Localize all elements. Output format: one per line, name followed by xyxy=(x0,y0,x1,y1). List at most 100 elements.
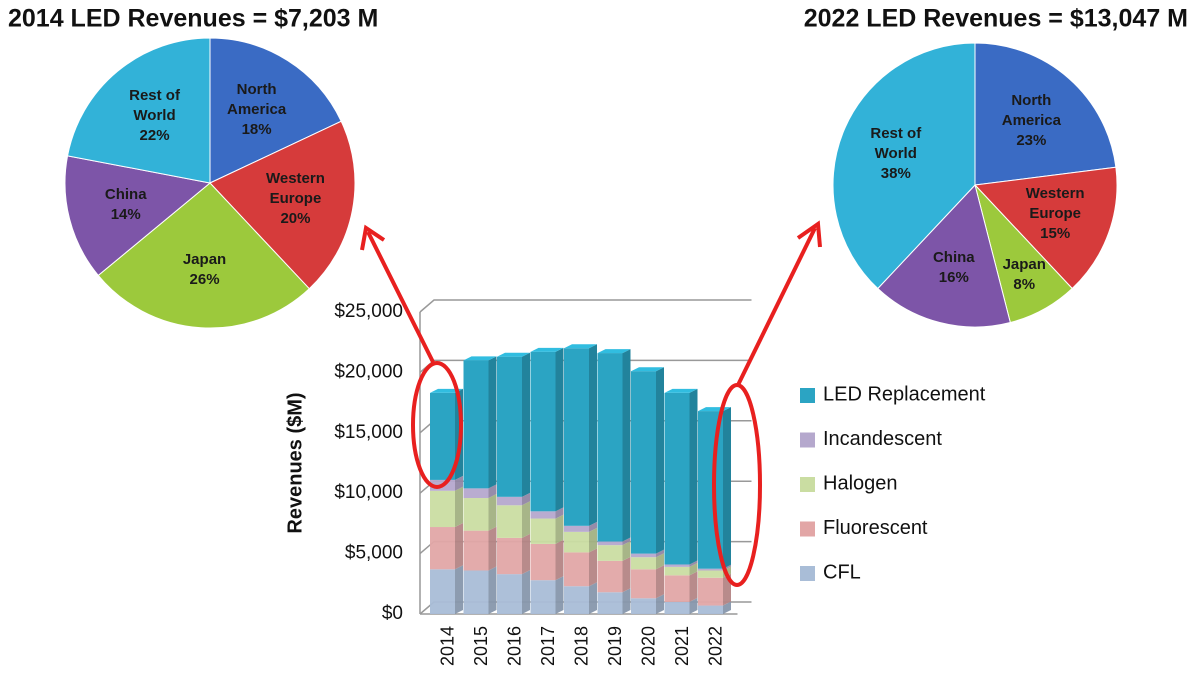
bar-segment xyxy=(631,598,656,614)
pie-slice xyxy=(209,37,342,184)
bar-segment xyxy=(597,541,623,546)
slice-label: China 16% xyxy=(912,248,996,288)
bar-side xyxy=(589,521,597,532)
slice-value: 16% xyxy=(938,268,969,286)
bar-side xyxy=(656,549,664,558)
bar-side xyxy=(522,570,530,614)
bar-segment xyxy=(631,553,656,558)
bar-side xyxy=(656,553,664,570)
slice-value: 15% xyxy=(1040,224,1071,242)
bar-side xyxy=(689,388,698,565)
bar-side xyxy=(689,560,698,567)
bar-side xyxy=(622,537,631,546)
annotations xyxy=(360,220,822,587)
slice-label: North America 18% xyxy=(215,80,299,140)
legend-swatch xyxy=(800,432,815,448)
bar-segment xyxy=(631,557,656,570)
x-tick-label: 2018 xyxy=(571,626,591,666)
slice-category: Rest of World xyxy=(870,124,922,162)
bar-segment xyxy=(430,490,455,528)
bar-side xyxy=(622,349,631,542)
bar-side xyxy=(589,582,597,614)
grid-line xyxy=(419,299,752,313)
bar-segment xyxy=(564,586,589,614)
bar-side xyxy=(656,565,664,599)
bar-side xyxy=(488,494,497,531)
bar-segment xyxy=(530,511,556,519)
x-tick-label: 2017 xyxy=(538,626,558,666)
bar-side xyxy=(522,533,530,575)
x-tick-label: 2019 xyxy=(605,626,625,666)
bar-side xyxy=(488,484,497,499)
legend-swatch xyxy=(800,521,815,537)
pie-slice xyxy=(832,42,976,290)
legend-swatch xyxy=(800,566,815,581)
pie-slice xyxy=(877,183,1011,328)
bar-segment xyxy=(497,537,522,575)
highlight-ellipse xyxy=(411,361,463,489)
bar-segment xyxy=(463,530,489,571)
bar-side xyxy=(689,562,698,576)
bar-segment xyxy=(530,351,556,512)
pie-slice xyxy=(64,155,212,277)
y-tick-label: $25,000 xyxy=(334,301,403,322)
bar-segment xyxy=(664,392,690,565)
bar-segment xyxy=(497,496,522,506)
bar-segment xyxy=(430,527,455,570)
slice-category: China xyxy=(932,248,975,266)
bar-segment xyxy=(698,570,723,578)
bar-side xyxy=(589,344,597,526)
slice-category: North America xyxy=(227,80,287,118)
x-tick-label: 2014 xyxy=(437,626,457,666)
bar-side xyxy=(455,565,463,614)
bar-segment xyxy=(664,601,690,614)
bar-side xyxy=(455,523,463,570)
slice-category: Rest of World xyxy=(129,86,180,124)
pie-slice xyxy=(974,42,1117,186)
slice-label: North America 23% xyxy=(989,91,1073,151)
bar-side xyxy=(689,597,698,614)
bar-segment xyxy=(463,570,489,614)
bar-top xyxy=(463,356,497,361)
bar-chart: $0 $5,000 $10,000 $15,000 $20,000 $25,000 2014… xyxy=(334,299,986,666)
bar-segment xyxy=(530,580,556,614)
bar-side xyxy=(522,501,530,538)
legend-label: Fluorescent xyxy=(823,517,928,539)
pie-slice xyxy=(209,120,356,290)
x-tick-label: 2016 xyxy=(504,626,524,666)
bar-segment xyxy=(564,552,589,587)
bar-side xyxy=(555,507,564,519)
slice-value: 18% xyxy=(241,120,272,138)
slice-category: Japan xyxy=(182,250,227,268)
bar-side xyxy=(522,492,530,506)
legend-label: Halogen xyxy=(823,472,898,494)
slice-value: 26% xyxy=(189,270,220,288)
bar-side xyxy=(455,475,463,491)
bar-segment xyxy=(463,498,489,531)
bar-segment xyxy=(530,543,556,581)
bar-top xyxy=(497,352,530,357)
y-tick-label: $0 xyxy=(382,603,403,624)
y-tick-label: $15,000 xyxy=(334,422,403,443)
arrow-head xyxy=(360,224,386,251)
bar-side xyxy=(656,594,664,614)
slice-label: Japan 26% xyxy=(163,250,247,290)
highlight-ellipse xyxy=(712,383,762,587)
bar-side xyxy=(589,527,597,553)
x-tick-label: 2022 xyxy=(705,626,725,666)
bar-segment xyxy=(597,545,623,561)
pie-slice xyxy=(97,182,310,329)
bar-side xyxy=(555,576,564,614)
bar-side xyxy=(656,367,664,554)
legend-label: Incandescent xyxy=(823,428,942,450)
slice-category: Western Europe xyxy=(1025,184,1085,222)
bar-segment xyxy=(497,356,522,497)
slice-category: North America xyxy=(1001,92,1061,130)
bar-top xyxy=(564,344,597,349)
slice-label: Rest of World 38% xyxy=(854,124,938,184)
legend-label: LED Replacement xyxy=(823,383,986,405)
bar-segment xyxy=(430,569,455,614)
bar-side xyxy=(522,352,530,497)
bar-segment xyxy=(698,605,723,614)
